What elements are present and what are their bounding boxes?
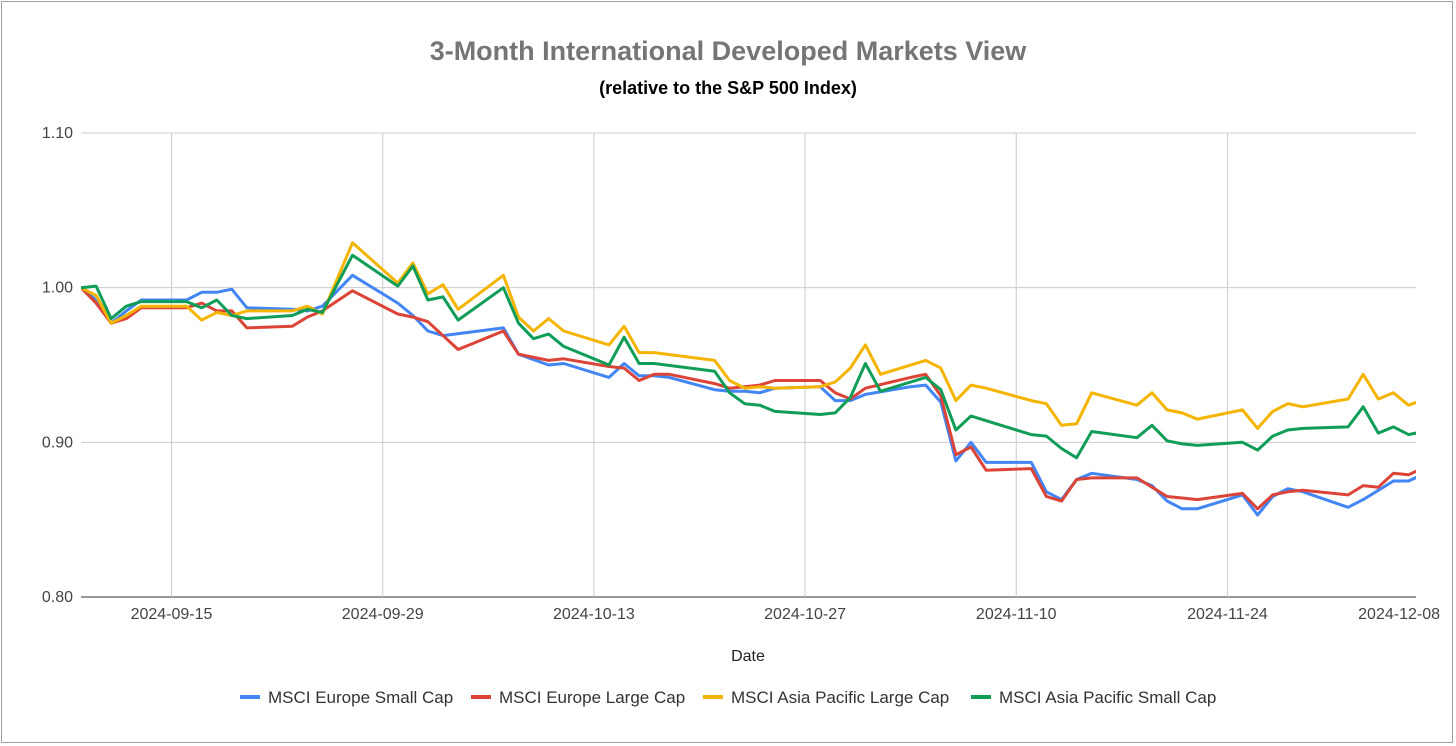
- y-axis: 0.80 0.90 1.00 1.10: [42, 125, 73, 606]
- legend: MSCI Europe Small Cap MSCI Europe Large C…: [240, 688, 1216, 707]
- y-tick-label: 0.90: [42, 434, 73, 451]
- x-axis-label: Date: [731, 648, 765, 665]
- legend-label: MSCI Europe Large Cap: [499, 688, 685, 707]
- legend-label: MSCI Asia Pacific Large Cap: [731, 688, 949, 707]
- series-line-4: [81, 253, 1416, 460]
- x-tick-label: 2024-11-24: [1187, 606, 1268, 623]
- chart-subtitle: (relative to the S&P 500 Index): [599, 78, 857, 98]
- x-tick-label: 2024-12-08: [1358, 606, 1440, 623]
- x-tick-label: 2024-09-29: [342, 606, 424, 623]
- y-tick-label: 0.80: [42, 589, 73, 606]
- series-lines: [81, 241, 1416, 517]
- series-line-3: [81, 241, 1416, 430]
- legend-label: MSCI Asia Pacific Small Cap: [999, 688, 1216, 707]
- legend-item-1: MSCI Europe Small Cap: [240, 688, 453, 707]
- series-line-2: [81, 286, 1416, 511]
- x-axis: 2024-09-15 2024-09-29 2024-10-13 2024-10-27…: [131, 606, 1441, 623]
- x-tick-label: 2024-11-10: [976, 606, 1057, 623]
- legend-item-3: MSCI Asia Pacific Large Cap: [703, 688, 949, 707]
- y-tick-label: 1.10: [42, 125, 73, 142]
- legend-item-4: MSCI Asia Pacific Small Cap: [971, 688, 1216, 707]
- y-tick-label: 1.00: [42, 280, 73, 297]
- gridlines: [81, 132, 1416, 598]
- x-tick-label: 2024-10-27: [764, 606, 846, 623]
- legend-label: MSCI Europe Small Cap: [268, 688, 453, 707]
- x-tick-label: 2024-10-13: [553, 606, 635, 623]
- chart-title: 3-Month International Developed Markets …: [429, 36, 1027, 66]
- legend-item-2: MSCI Europe Large Cap: [471, 688, 685, 707]
- x-tick-label: 2024-09-15: [131, 606, 213, 623]
